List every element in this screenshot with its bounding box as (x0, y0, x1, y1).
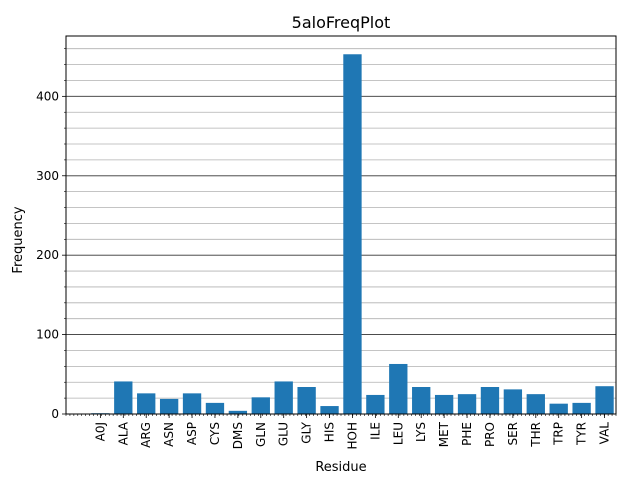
y-tick-label: 100 (36, 328, 59, 342)
y-axis-label: Frequency (11, 206, 26, 273)
x-tick-label: GLY (300, 421, 314, 443)
bar-dms (228, 410, 248, 414)
x-tick-label: ILE (368, 422, 382, 440)
x-tick-label: ASP (185, 422, 199, 445)
bar-met (434, 394, 454, 414)
x-tick-label: CYS (208, 422, 222, 445)
axes-frame (65, 35, 617, 415)
y-tick-label: 300 (36, 169, 59, 183)
bar-ser (503, 389, 523, 414)
bar-pro (480, 387, 500, 414)
bar-tyr (572, 402, 591, 414)
x-axis-label: Residue (315, 460, 366, 475)
bar-gly (297, 387, 316, 414)
x-tick-label: TYR (575, 422, 589, 446)
x-tick-label: ARG (139, 422, 153, 448)
bar-hoh (343, 54, 362, 414)
x-tick-label: HIS (323, 422, 337, 442)
x-tick-label: ASN (162, 422, 176, 447)
bar-leu (389, 363, 408, 414)
x-tick-label: TRP (552, 422, 566, 446)
x-tick-label: MET (437, 421, 451, 447)
x-tick-label: LEU (391, 422, 405, 445)
bar-arg (137, 393, 156, 414)
chart-title: 5aloFreqPlot (292, 13, 391, 32)
x-tick-label: ALA (116, 421, 130, 445)
x-tick-label: DMS (231, 422, 245, 449)
y-tick-label: 0 (51, 407, 59, 421)
bar-val (595, 386, 614, 414)
bar-his (320, 406, 339, 414)
y-tick-label: 400 (36, 89, 59, 103)
bar-lys (412, 387, 431, 414)
x-tick-label: GLU (277, 422, 291, 446)
bar-ala (114, 381, 133, 414)
plot-area: 0 100 200 300 400 A0J ALA ARG ASN ASP CYS DMS GLN GLU… (36, 35, 617, 450)
bar-ile (366, 394, 385, 414)
x-tick-label: VAL (598, 422, 612, 445)
bar-asn (159, 398, 179, 414)
bar-gln (251, 397, 270, 414)
y-tick-label: 200 (36, 248, 59, 262)
x-tick-label: THR (529, 422, 543, 448)
x-tick-label: SER (506, 422, 520, 446)
bar-thr (526, 394, 545, 414)
x-tick-label: PRO (483, 422, 497, 447)
bar-trp (549, 403, 568, 414)
x-tick-label: A0J (93, 422, 107, 441)
x-tick-label: HOH (345, 422, 359, 450)
x-tick-label: PHE (460, 422, 474, 446)
bar-phe (457, 394, 477, 414)
x-tick-label: LYS (414, 422, 428, 442)
x-tick-label: GLN (254, 422, 268, 447)
bar-cys (205, 402, 225, 414)
bar-glu (274, 381, 293, 414)
bar-asp (182, 393, 202, 414)
